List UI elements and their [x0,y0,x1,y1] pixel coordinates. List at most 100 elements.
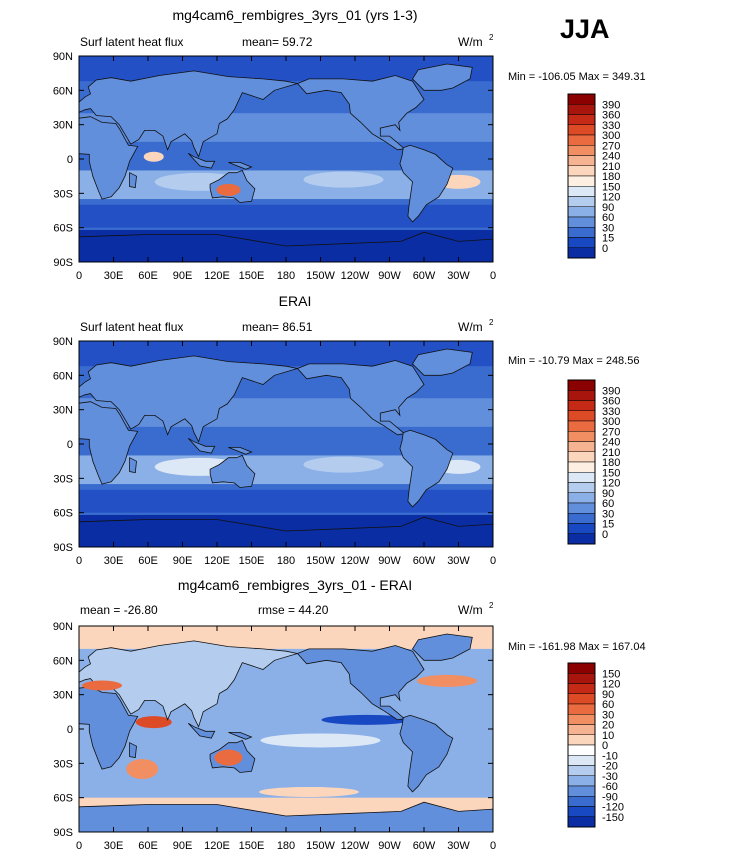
colorbar-swatch [567,237,596,248]
continent-outline [79,401,139,485]
colorbar-swatch [567,206,596,218]
x-tick-label: 0 [76,840,82,852]
colorbar-swatch [567,431,596,442]
x-tick-label: 150E [239,555,265,567]
x-tick-label: 0 [490,555,496,567]
panel-title: mg4cam6_rembigres_3yrs_01 (yrs 1-3) [172,7,417,23]
colorbar-label: 270 [602,426,620,438]
colorbar-swatch [567,461,596,473]
statistic-label: mean= 86.51 [242,320,313,334]
colorbar-label: -20 [602,761,618,773]
colorbar-swatch [567,104,596,115]
southern-ocean-band [79,489,493,513]
y-tick-label: 90N [53,51,73,63]
y-tick-label: 30S [53,758,73,770]
x-tick-label: 90E [173,270,193,282]
map-field [79,341,493,547]
colorbar-label: 15 [602,233,614,245]
itcz-anomaly [321,714,412,725]
x-tick-label: 0 [490,270,496,282]
colorbar-label: 20 [602,720,614,732]
colorbar-label: 15 [602,519,614,531]
colorbar-label: 300 [602,416,620,428]
indian-ocean-anomaly [135,716,172,729]
x-tick-label: 120W [341,270,370,282]
colorbar-label: 240 [602,151,620,163]
colorbar-label: 150 [602,668,620,680]
x-tick-label: 30E [104,270,124,282]
colorbar-swatch [567,175,596,187]
colorbar-swatch [567,390,596,401]
north-atlantic-anomaly [417,674,477,687]
colorbar-label: 330 [602,406,620,418]
continent-outline [399,144,454,223]
y-tick-label: 90S [53,827,73,839]
colorbar-swatch [567,420,596,432]
colorbar-label: -60 [602,781,618,793]
colorbar-swatch [567,724,596,735]
x-tick-label: 150W [306,270,335,282]
colorbar-swatch [567,410,596,422]
colorbar-swatch [567,165,596,177]
colorbar-swatch [567,186,596,197]
pacific-high [303,171,384,188]
pacific-high [303,456,384,473]
x-tick-label: 0 [76,270,82,282]
y-tick-label: 30S [53,473,73,485]
colorbar-swatch [567,451,596,463]
x-tick-label: 60E [138,270,158,282]
continent-outline [209,454,256,488]
mediterranean-anomaly [82,680,122,691]
x-tick-label: 120E [204,840,230,852]
continent-outline [296,645,425,721]
colorbar-swatch [567,734,596,746]
colorbar-label: 60 [602,498,614,510]
pacific-anomaly [260,733,381,748]
units-superscript: 2 [489,318,494,327]
continent-outline [129,742,137,759]
colorbar-swatch [567,93,596,105]
colorbar-label: 120 [602,679,620,691]
colorbar-swatch [567,662,596,674]
colorbar-label: -10 [602,750,618,762]
variable-label: Surf latent heat flux [80,35,183,49]
x-tick-label: 150W [306,840,335,852]
x-tick-label: 60E [138,840,158,852]
colorbar-frame [567,93,596,259]
colorbar-swatch [567,155,596,166]
colorbar-swatch [567,216,596,228]
statistic-label: rmse = 44.20 [258,603,329,617]
x-tick-label: 30W [447,555,470,567]
map-panel-3: mg4cam6_rembigres_3yrs_01 - ERAI mean = -… [53,577,646,852]
continent-outline [296,75,425,151]
colorbar-label: 390 [602,385,620,397]
colorbar-swatch [567,785,596,797]
colorbar-swatch [567,775,596,787]
y-tick-label: 30S [53,188,73,200]
continent-outline [411,63,473,91]
x-tick-label: 0 [490,840,496,852]
x-tick-label: 90W [378,840,401,852]
colorbar-swatch [567,124,596,136]
colorbar-swatch [567,744,596,756]
y-tick-label: 90S [53,542,73,554]
units-superscript: 2 [489,601,494,610]
x-tick-label: 90E [173,555,193,567]
y-tick-label: 30N [53,120,73,132]
x-tick-label: 120W [341,555,370,567]
map-field [79,56,493,262]
colorbar-label: 120 [602,478,620,490]
season-label: JJA [560,14,610,44]
continent-outline [79,116,139,200]
colorbar-swatch [567,683,596,694]
continent-outline [79,516,493,547]
continent-outline [79,686,139,770]
map-panel-1: mg4cam6_rembigres_3yrs_01 (yrs 1-3) Surf … [53,7,646,282]
colorbar-swatch [567,114,596,125]
colorbar-swatch [567,145,596,156]
colorbar-swatch [567,755,596,766]
continent-outline [129,172,137,189]
continent-outline [228,161,253,170]
continent-outline [79,640,298,728]
